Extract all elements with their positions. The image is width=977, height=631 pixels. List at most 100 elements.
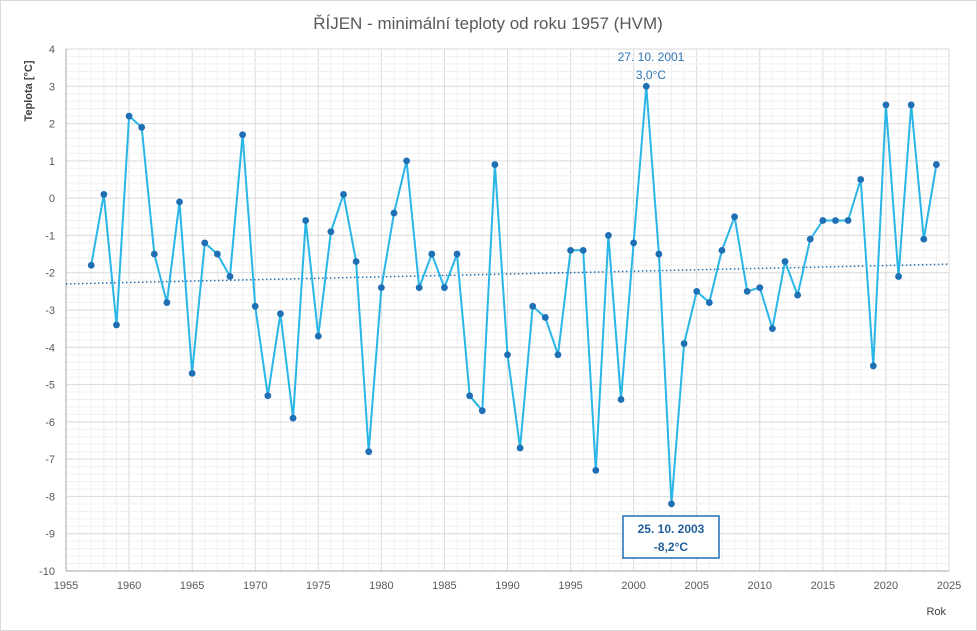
data-point	[125, 112, 133, 120]
y-tick-label: -3	[45, 305, 55, 317]
data-point	[226, 273, 234, 280]
x-tick-label: 1975	[306, 580, 330, 592]
data-point	[769, 325, 776, 333]
data-point	[756, 284, 764, 292]
y-tick-label: -7	[45, 454, 55, 466]
x-tick-label: 2000	[621, 580, 645, 592]
data-point	[516, 444, 524, 452]
data-point	[781, 258, 789, 265]
data-point	[655, 250, 663, 258]
max-annotation-date: 27. 10. 2001	[618, 50, 685, 64]
x-tick-label: 2020	[874, 580, 898, 592]
y-tick-label: -10	[39, 566, 55, 578]
chart-title: ŘÍJEN - minimální teploty od roku 1957 (…	[313, 14, 663, 33]
data-point	[453, 250, 461, 258]
data-point	[882, 101, 890, 109]
data-point	[150, 250, 158, 258]
data-point	[844, 217, 852, 224]
data-point	[201, 239, 209, 247]
data-point	[895, 273, 902, 280]
x-tick-label: 1960	[117, 580, 141, 592]
y-tick-label: -4	[45, 342, 55, 354]
data-point	[869, 362, 877, 370]
data-point	[491, 161, 499, 168]
data-point	[731, 213, 738, 221]
data-point	[113, 321, 120, 329]
y-tick-label: -2	[45, 268, 55, 280]
data-point	[264, 392, 272, 400]
data-point	[920, 235, 928, 243]
y-tick-label: -8	[45, 491, 55, 503]
x-tick-label: 2025	[937, 580, 961, 592]
data-point	[668, 500, 675, 508]
grid	[65, 48, 950, 572]
data-point	[718, 246, 726, 254]
x-tick-label: 1995	[558, 580, 582, 592]
data-point	[100, 191, 108, 198]
data-point	[213, 250, 221, 258]
data-point	[87, 261, 95, 269]
data-point	[819, 217, 827, 224]
data-point	[239, 131, 247, 139]
y-tick-label: 3	[49, 81, 55, 93]
data-point	[705, 299, 713, 306]
data-points	[87, 82, 940, 508]
x-tick-label: 2005	[684, 580, 708, 592]
data-point	[251, 302, 259, 310]
data-point	[428, 250, 436, 258]
data-point	[680, 340, 688, 347]
y-tick-label: 0	[49, 193, 55, 205]
data-point	[592, 466, 600, 474]
data-point	[466, 392, 474, 400]
data-point	[365, 448, 373, 456]
data-point	[188, 369, 196, 377]
series-line	[90, 85, 938, 505]
data-point	[302, 217, 310, 224]
data-point	[907, 101, 915, 109]
tick-labels: 1955 1960 1965 1970 1975 1980 1985 1990 1995 2000…	[39, 44, 961, 592]
x-tick-label: 1990	[495, 580, 519, 592]
y-tick-label: -9	[45, 529, 55, 541]
y-tick-label: -1	[45, 230, 55, 242]
y-axis-label: Teplota [°C]	[23, 60, 35, 121]
data-point	[932, 161, 940, 168]
data-point	[138, 123, 146, 131]
x-tick-label: 1980	[369, 580, 393, 592]
min-annotation-date: 25. 10. 2003	[638, 522, 705, 536]
data-point	[579, 246, 587, 254]
data-point	[340, 191, 347, 198]
max-annotation-value: 3,0°C	[636, 68, 666, 82]
data-point	[617, 396, 625, 403]
data-point	[415, 284, 423, 292]
data-point	[504, 351, 511, 359]
data-point	[327, 228, 335, 236]
data-point	[390, 209, 398, 217]
x-tick-label: 1985	[432, 580, 456, 592]
data-point	[277, 310, 284, 318]
axes	[65, 49, 949, 572]
data-point	[529, 302, 537, 310]
data-point	[794, 291, 802, 299]
x-tick-label: 1970	[243, 580, 267, 592]
data-point	[567, 246, 574, 254]
data-point	[642, 82, 650, 90]
x-tick-label: 2015	[811, 580, 835, 592]
data-point	[541, 314, 549, 321]
data-point	[693, 287, 701, 295]
data-point	[314, 332, 322, 340]
data-point	[441, 284, 448, 292]
min-annotation-box	[622, 515, 720, 559]
y-tick-label: -6	[45, 417, 55, 429]
data-point	[743, 287, 751, 295]
data-point	[289, 414, 297, 422]
data-point	[403, 157, 410, 165]
data-point	[605, 232, 612, 239]
data-point	[857, 176, 865, 183]
data-point	[377, 284, 385, 292]
trendline	[65, 263, 950, 285]
data-point	[630, 239, 638, 247]
y-tick-label: 4	[49, 44, 55, 56]
min-annotation-value: -8,2°C	[654, 540, 688, 554]
data-point	[806, 235, 814, 243]
